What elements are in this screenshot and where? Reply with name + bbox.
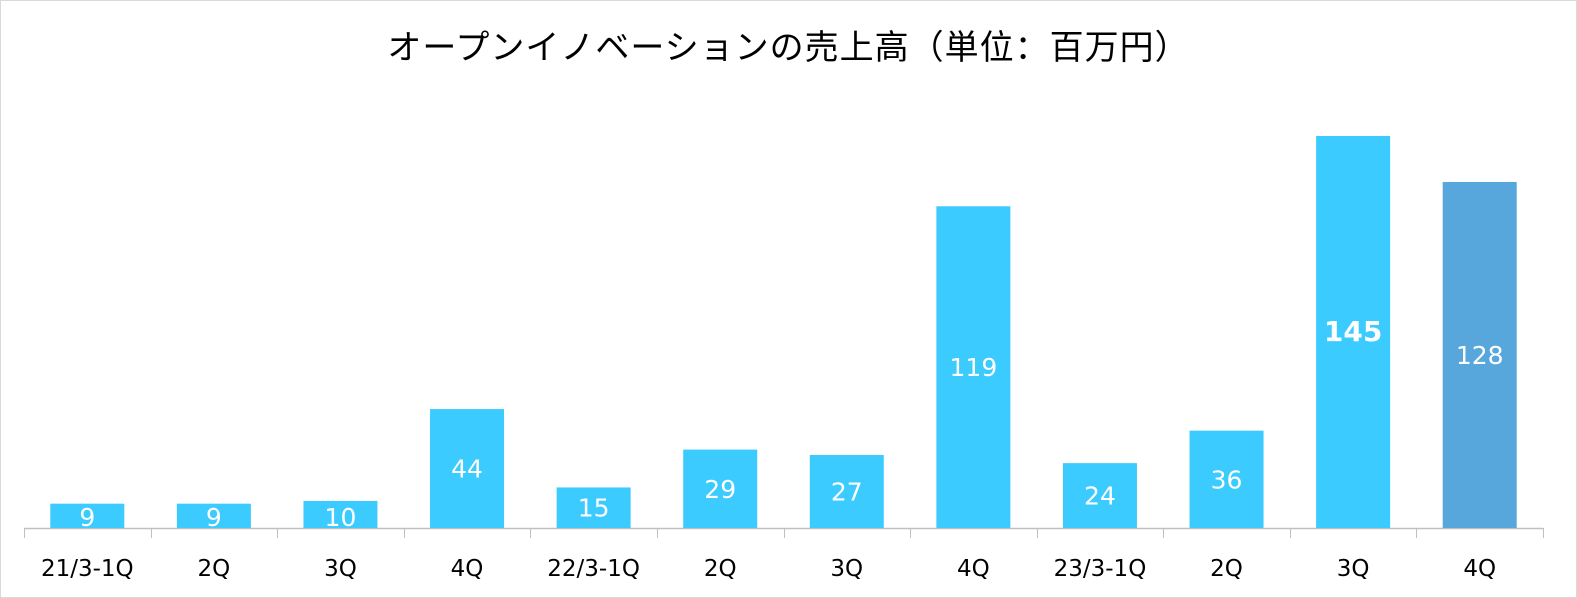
x-tick-label: 4Q bbox=[957, 556, 990, 582]
bar-value-label: 145 bbox=[1324, 315, 1382, 348]
bar-value-label: 27 bbox=[831, 478, 863, 507]
bar bbox=[1442, 181, 1517, 528]
x-tick-label: 3Q bbox=[1337, 556, 1370, 582]
bar bbox=[50, 503, 125, 528]
chart-title: オープンイノベーションの売上高（単位：百万円） bbox=[387, 28, 1190, 68]
bar bbox=[809, 455, 884, 528]
x-tick-label: 23/3-1Q bbox=[1054, 556, 1147, 582]
x-tick-label: 4Q bbox=[451, 556, 484, 582]
bar bbox=[683, 449, 758, 528]
bar bbox=[936, 206, 1011, 528]
bar-value-label: 128 bbox=[1456, 341, 1504, 370]
bar-value-label: 24 bbox=[1084, 482, 1116, 511]
x-tick-label: 3Q bbox=[830, 556, 863, 582]
bar bbox=[176, 503, 251, 528]
bar-value-label: 10 bbox=[325, 503, 357, 532]
x-tick-label: 2Q bbox=[198, 556, 231, 582]
bar bbox=[556, 487, 631, 528]
bar-value-label: 44 bbox=[451, 455, 483, 484]
x-tick-label: 3Q bbox=[324, 556, 357, 582]
x-tick-label: 21/3-1Q bbox=[41, 556, 134, 582]
bar-value-label: 119 bbox=[950, 353, 998, 382]
bar bbox=[1316, 136, 1391, 528]
x-tick-label: 2Q bbox=[1210, 556, 1243, 582]
bar-value-label: 15 bbox=[578, 494, 610, 523]
x-tick-label: 22/3-1Q bbox=[547, 556, 640, 582]
x-tick-label: 2Q bbox=[704, 556, 737, 582]
bar bbox=[1062, 463, 1137, 528]
bar bbox=[430, 409, 505, 528]
bar-value-label: 29 bbox=[704, 475, 736, 504]
bar bbox=[303, 500, 378, 528]
bar bbox=[1189, 430, 1264, 528]
bar-value-label: 9 bbox=[79, 503, 95, 532]
bar-value-label: 36 bbox=[1211, 465, 1243, 494]
bar-value-label: 9 bbox=[206, 503, 222, 532]
x-tick-label: 4Q bbox=[1463, 556, 1496, 582]
